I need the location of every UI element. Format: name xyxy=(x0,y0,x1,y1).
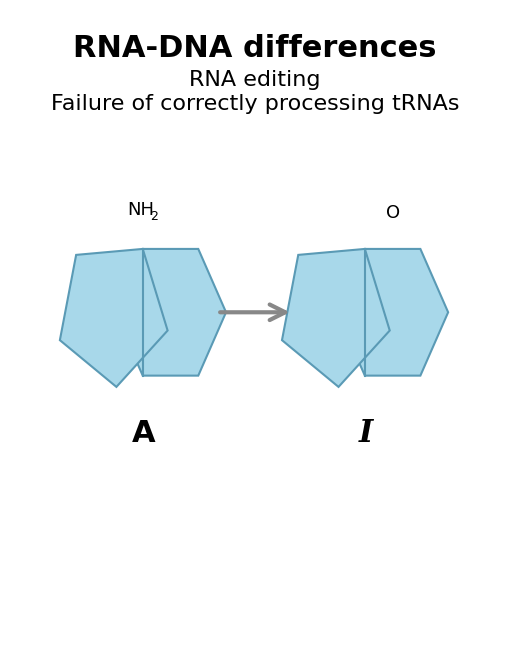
Text: RNA editing: RNA editing xyxy=(189,70,320,90)
Text: Failure of correctly processing tRNAs: Failure of correctly processing tRNAs xyxy=(51,94,458,114)
Polygon shape xyxy=(60,249,167,387)
Text: A: A xyxy=(132,419,155,448)
Polygon shape xyxy=(281,249,389,387)
Text: I: I xyxy=(358,418,373,448)
Text: O: O xyxy=(385,204,399,222)
Text: RNA-DNA differences: RNA-DNA differences xyxy=(73,34,436,63)
Text: 2: 2 xyxy=(150,210,158,223)
Polygon shape xyxy=(336,249,447,376)
Text: NH: NH xyxy=(127,201,154,219)
Polygon shape xyxy=(115,249,225,376)
